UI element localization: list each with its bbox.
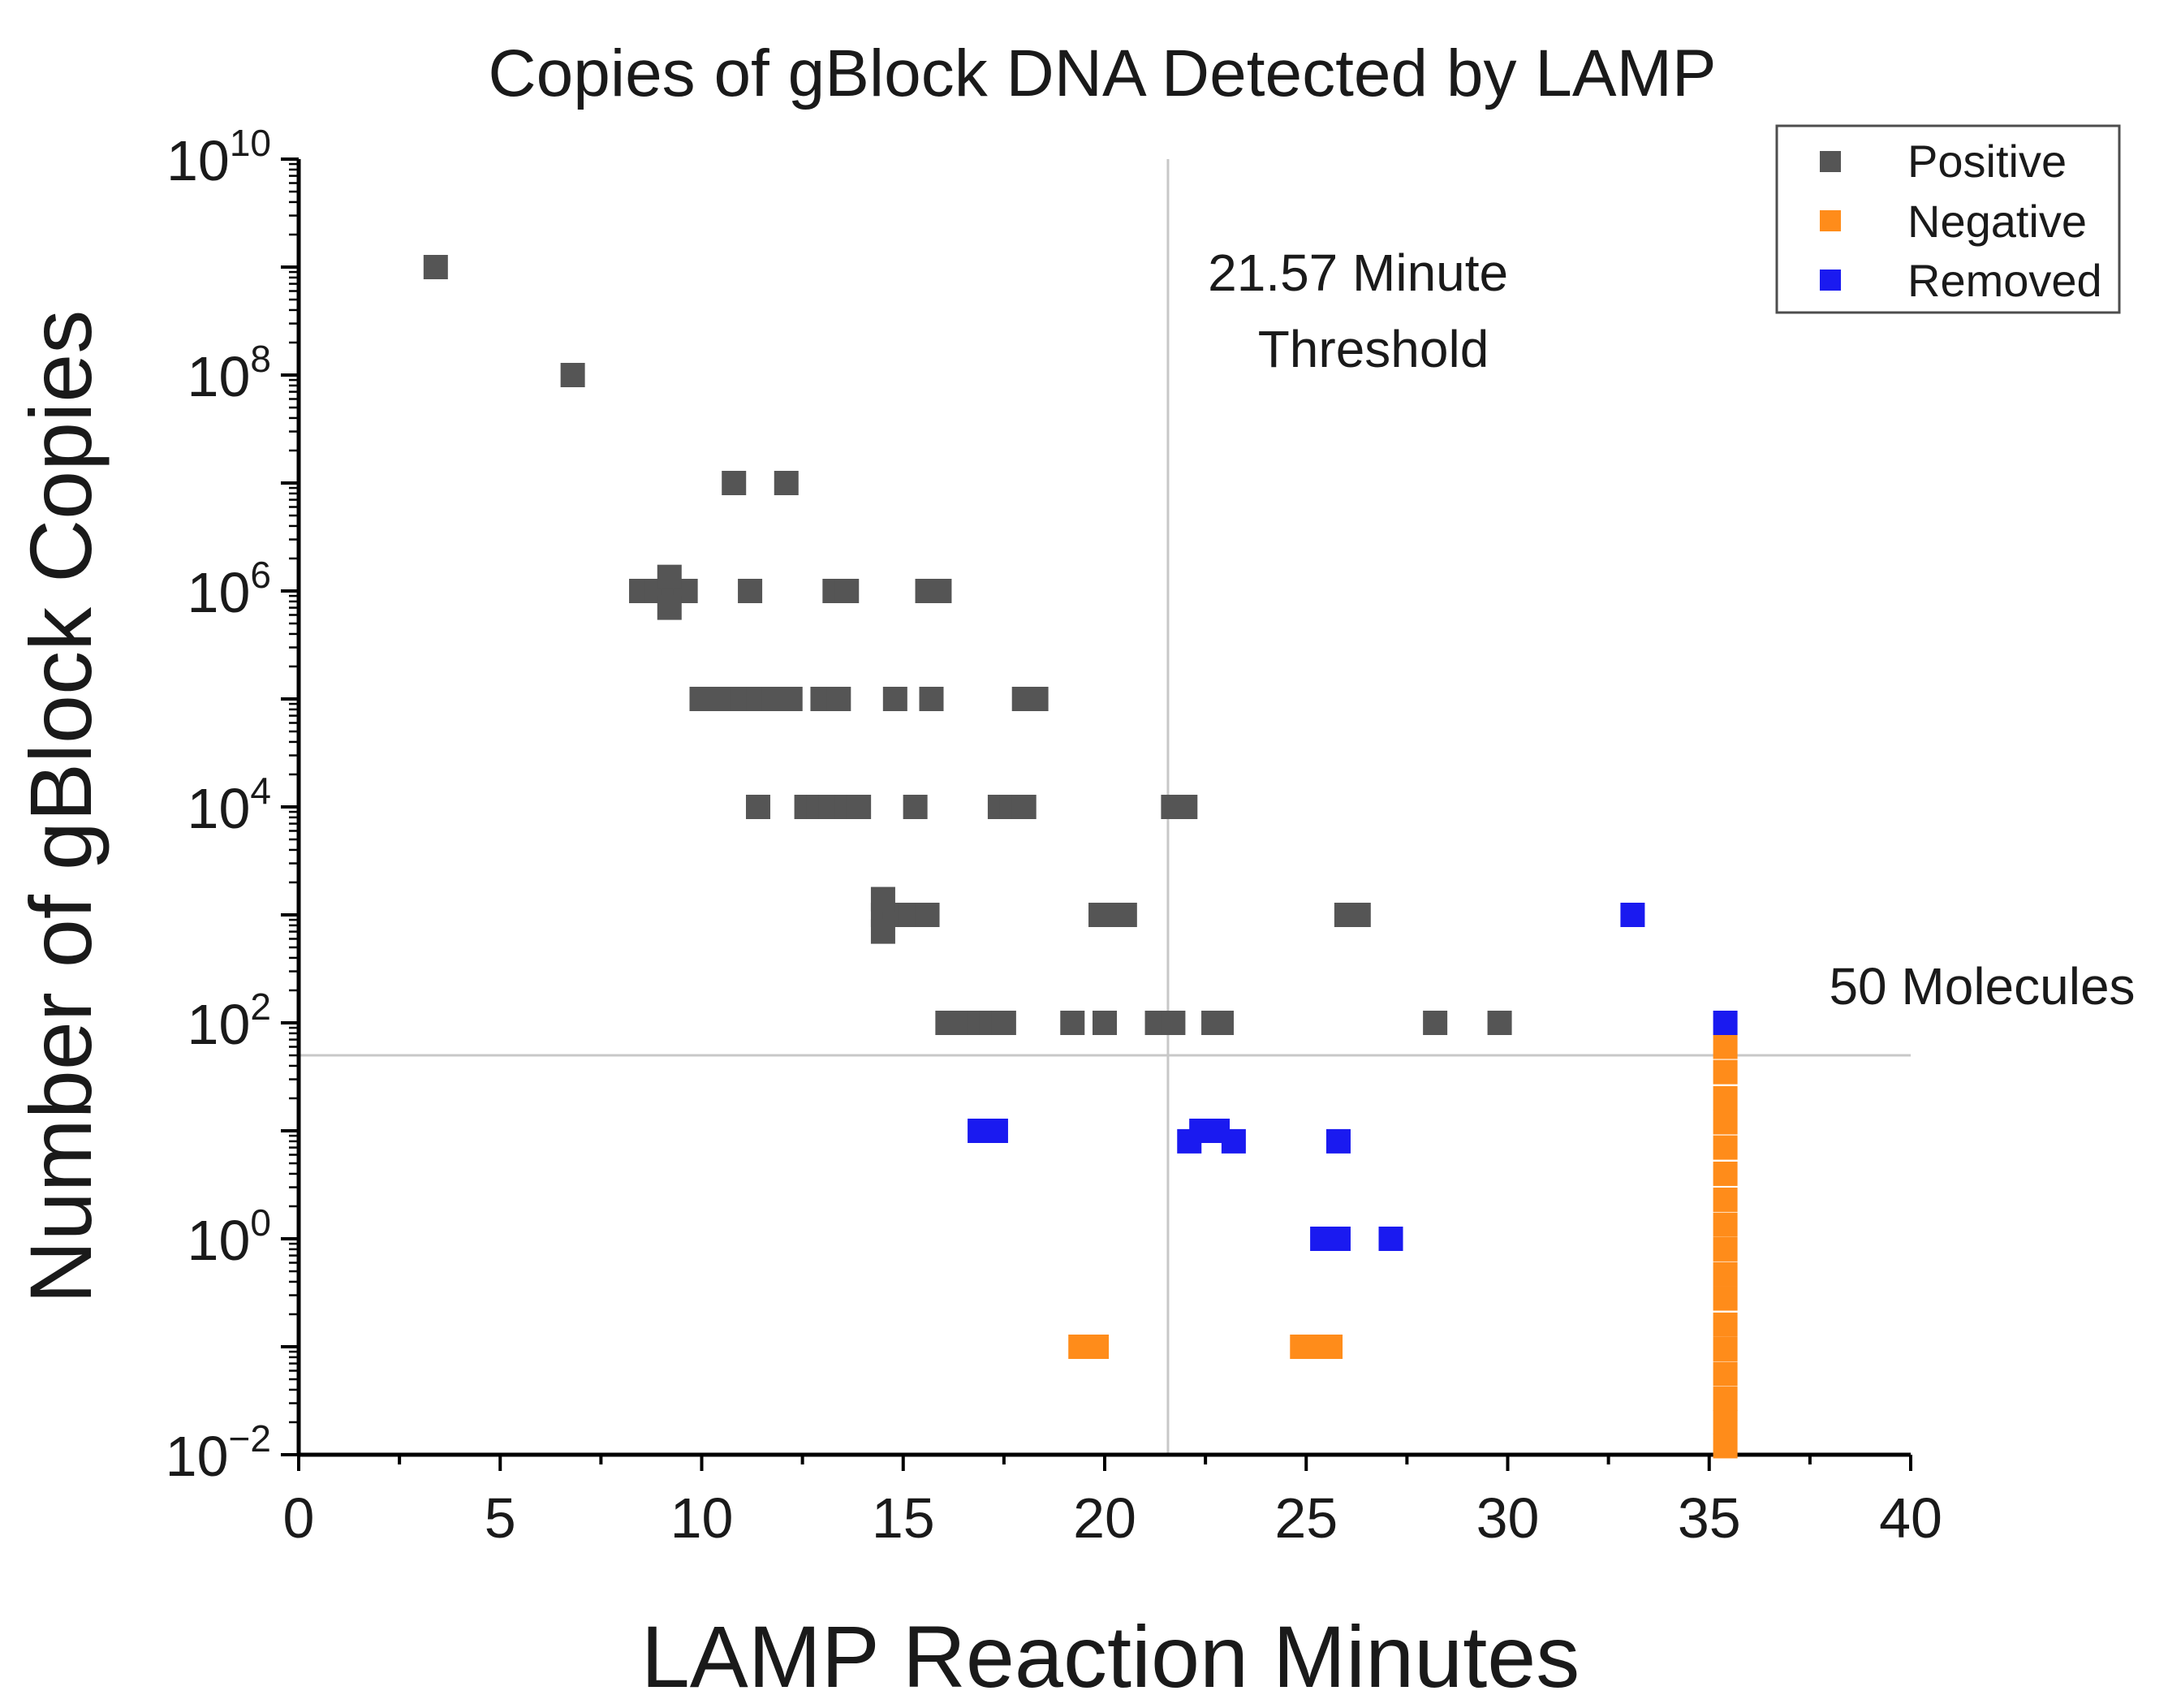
point-positive <box>1112 903 1137 927</box>
point-positive <box>991 1011 1016 1035</box>
point-negative <box>1713 1135 1738 1160</box>
point-positive <box>778 687 803 711</box>
legend-label-negative: Negative <box>1907 196 2087 247</box>
point-removed <box>1221 1128 1246 1154</box>
legend-marker-negative <box>1820 210 1841 231</box>
point-negative <box>1713 1312 1738 1337</box>
x-tick-label: 10 <box>670 1486 734 1550</box>
y-tick-label: 10−2 <box>166 1417 271 1488</box>
point-positive <box>657 595 682 620</box>
x-tick-label: 40 <box>1879 1486 1942 1550</box>
point-positive <box>1093 1011 1117 1035</box>
point-negative <box>1084 1335 1110 1359</box>
point-positive <box>847 795 872 819</box>
point-negative <box>1713 1262 1738 1287</box>
point-positive <box>774 471 799 495</box>
point-removed <box>983 1119 1008 1143</box>
point-negative <box>1713 1161 1738 1186</box>
point-negative <box>1713 1085 1738 1111</box>
y-axis-title: Number of gBlock Copies <box>11 310 110 1305</box>
legend-label-removed: Removed <box>1907 255 2102 306</box>
y-tick-label: 104 <box>187 770 271 840</box>
point-negative <box>1713 1236 1738 1262</box>
point-negative <box>1713 1336 1738 1361</box>
y-tick-label: 106 <box>187 554 271 624</box>
x-axis-ticks: 0 5 10 15 20 25 30 35 40 <box>283 1455 1942 1550</box>
y-tick-label: 1010 <box>166 122 271 192</box>
point-positive <box>746 795 771 819</box>
point-negative <box>1713 1434 1738 1459</box>
threshold-annotation: 21.57 Minute Threshold <box>1208 244 1523 378</box>
point-positive <box>826 687 851 711</box>
x-tick-label: 35 <box>1678 1486 1741 1550</box>
point-positive <box>1487 1011 1512 1035</box>
point-positive <box>689 687 714 711</box>
point-negative <box>1713 1187 1738 1212</box>
data-points <box>423 255 1738 1459</box>
point-removed <box>1325 1128 1351 1154</box>
point-negative <box>1713 1409 1738 1434</box>
point-positive <box>915 903 940 927</box>
point-positive <box>1060 1011 1085 1035</box>
y-axis-ticks: 1010 108 106 104 102 100 10−2 <box>166 122 299 1488</box>
point-positive <box>882 687 907 711</box>
x-tick-label: 25 <box>1274 1486 1338 1550</box>
x-tick-label: 0 <box>283 1486 315 1550</box>
chart-title: Copies of gBlock DNA Detected by LAMP <box>488 37 1716 110</box>
point-positive <box>834 579 860 603</box>
point-negative <box>1713 1361 1738 1387</box>
point-positive <box>1423 1011 1448 1035</box>
point-negative <box>1713 1212 1738 1237</box>
x-tick-label: 5 <box>485 1486 516 1550</box>
point-negative <box>1713 1034 1738 1059</box>
point-negative <box>1713 1387 1738 1412</box>
point-positive <box>1024 687 1049 711</box>
point-positive <box>722 471 747 495</box>
x-tick-label: 20 <box>1073 1486 1136 1550</box>
point-positive <box>423 255 448 279</box>
fifty-molecules-annotation: 50 Molecules <box>1829 957 2135 1016</box>
legend: Positive Negative Removed <box>1775 124 2121 314</box>
point-positive <box>1173 795 1198 819</box>
point-negative <box>1713 1286 1738 1311</box>
point-positive <box>903 795 928 819</box>
point-positive <box>657 564 682 589</box>
point-negative <box>1713 1110 1738 1135</box>
point-removed <box>1325 1227 1351 1251</box>
legend-marker-removed <box>1820 270 1841 291</box>
point-positive <box>870 886 895 912</box>
x-tick-label: 30 <box>1476 1486 1540 1550</box>
point-positive <box>870 919 895 944</box>
legend-marker-positive <box>1820 151 1841 172</box>
y-tick-label: 100 <box>187 1201 271 1272</box>
y-tick-label: 108 <box>187 338 271 408</box>
point-positive <box>919 687 944 711</box>
x-axis-title: LAMP Reaction Minutes <box>641 1607 1580 1706</box>
point-positive <box>1209 1011 1234 1035</box>
y-tick-label: 102 <box>187 986 271 1056</box>
point-positive <box>1011 795 1037 819</box>
x-tick-label: 15 <box>872 1486 935 1550</box>
point-negative <box>1318 1335 1343 1359</box>
point-removed <box>1378 1227 1403 1251</box>
point-positive <box>560 363 585 387</box>
point-removed <box>1713 1011 1738 1035</box>
point-positive <box>1161 1011 1186 1035</box>
point-positive <box>738 579 763 603</box>
legend-label-positive: Positive <box>1907 136 2067 187</box>
point-positive <box>927 579 952 603</box>
point-negative <box>1713 1059 1738 1085</box>
point-positive <box>1346 903 1371 927</box>
point-removed <box>1620 903 1645 927</box>
